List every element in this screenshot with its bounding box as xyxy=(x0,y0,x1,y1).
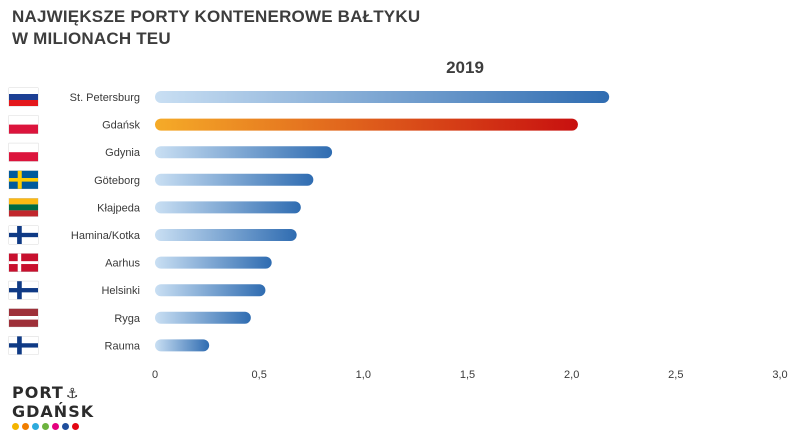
bar xyxy=(155,339,210,352)
logo-dots xyxy=(12,423,94,430)
bar xyxy=(155,229,297,241)
chart-title: NAJWIĘKSZE PORTY KONTENEROWE BAŁTYKU W M… xyxy=(12,6,420,50)
logo-dot xyxy=(52,423,59,430)
logo-line2: GDAŃSK xyxy=(12,402,95,421)
denmark-flag xyxy=(8,253,39,272)
bar xyxy=(155,256,272,269)
sweden-flag xyxy=(8,170,39,190)
x-tick-label: 2,5 xyxy=(668,369,683,381)
port-gdansk-logo: PORT ⚓ GDAŃSK xyxy=(12,384,94,430)
finland-flag xyxy=(8,225,39,245)
russia-flag xyxy=(8,87,39,107)
bar xyxy=(155,311,251,324)
x-tick-label: 1,0 xyxy=(356,369,371,381)
category-label: Kłajpeda xyxy=(97,202,141,214)
bar xyxy=(155,284,266,297)
bar xyxy=(155,173,314,186)
lithuania-flag xyxy=(8,198,39,217)
bar xyxy=(155,91,610,103)
category-label: Rauma xyxy=(105,340,141,352)
logo-dot xyxy=(62,423,69,430)
category-label: Gdynia xyxy=(105,147,141,159)
finland-flag xyxy=(8,336,39,355)
category-label: St. Petersburg xyxy=(70,92,140,104)
x-tick-label: 3,0 xyxy=(772,369,787,381)
anchor-icon: ⚓ xyxy=(65,386,80,402)
year-label: 2019 xyxy=(446,58,484,77)
logo-dot xyxy=(32,423,39,430)
poland-flag xyxy=(8,115,39,134)
logo-dot xyxy=(22,423,29,430)
logo-line1: PORT xyxy=(12,383,64,402)
x-tick-label: 0 xyxy=(152,369,158,381)
x-tick-label: 1,5 xyxy=(460,369,475,381)
x-tick-label: 0,5 xyxy=(252,369,267,381)
category-label: Hamina/Kotka xyxy=(71,230,141,242)
logo-dot xyxy=(12,423,19,430)
category-label: Gdańsk xyxy=(102,120,140,132)
latvia-flag xyxy=(8,308,39,328)
x-tick-label: 2,0 xyxy=(564,369,579,381)
chart-title-line2: W MILIONACH TEU xyxy=(12,29,171,48)
bar xyxy=(155,146,333,159)
chart-title-line1: NAJWIĘKSZE PORTY KONTENEROWE BAŁTYKU xyxy=(12,7,421,26)
finland-flag xyxy=(8,280,39,300)
bar xyxy=(155,201,301,214)
poland-flag xyxy=(8,142,39,162)
category-label: Aarhus xyxy=(105,258,140,270)
category-label: Helsinki xyxy=(101,285,140,297)
logo-dot xyxy=(42,423,49,430)
bar-highlight xyxy=(155,118,578,131)
category-label: Ryga xyxy=(114,313,141,325)
category-label: Göteborg xyxy=(94,175,140,187)
logo-dot xyxy=(72,423,79,430)
